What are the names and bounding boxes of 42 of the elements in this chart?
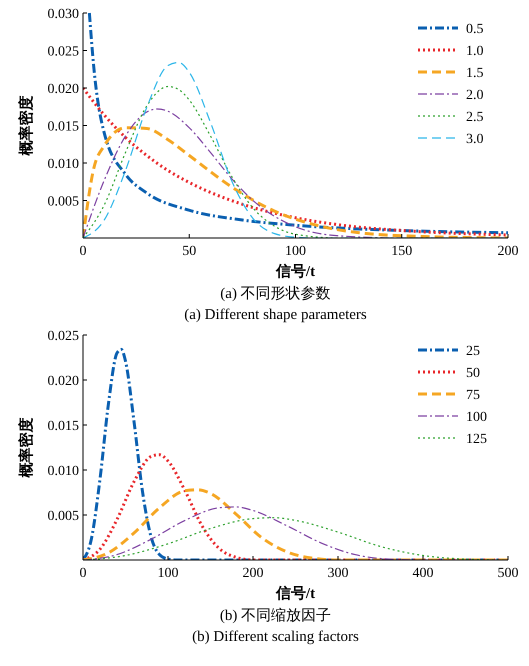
x-tick-label: 500 (498, 566, 518, 581)
legend-label: 125 (466, 432, 487, 447)
y-tick-label: 0.005 (48, 509, 79, 524)
text: (b) Different scaling factors (192, 629, 360, 645)
y-tick-label: 0.030 (48, 7, 79, 22)
legend-label: 2.0 (466, 88, 484, 103)
legend-label: 0.5 (466, 22, 484, 37)
y-tick-label: 0.005 (48, 194, 79, 210)
x-tick-label: 100 (158, 566, 178, 581)
y-tick-label: 0.015 (48, 419, 79, 434)
legend-label: 1.5 (466, 66, 484, 81)
y-tick-label: 0.025 (48, 44, 79, 60)
legend-label: 25 (466, 344, 480, 359)
text: (a) Different shape parameters (184, 307, 367, 323)
y-tick-label: 0.010 (48, 157, 79, 172)
x-tick-label: 100 (285, 244, 306, 259)
text: (a) 不同形状参数 (220, 285, 331, 302)
y-tick-label: 0.020 (48, 374, 79, 389)
y-tick-label: 0.010 (48, 464, 79, 479)
x-tick-label: 150 (391, 244, 412, 259)
y-tick-label: 0.015 (48, 120, 79, 134)
x-tick-label: 200 (498, 244, 518, 259)
legend-label: 50 (466, 366, 480, 381)
x-tick-label: 0 (80, 566, 86, 581)
legend-label: 75 (466, 388, 480, 403)
x-tick-label: 200 (242, 566, 264, 581)
x-tick-label: 0 (80, 244, 86, 259)
legend-label: 100 (466, 410, 487, 425)
y-axis-title: 概率密度 (17, 96, 35, 156)
legend-label: 2.5 (466, 110, 484, 125)
x-tick-label: 50 (182, 244, 196, 259)
x-axis-title: 信号/t (274, 585, 316, 602)
line-series (88, 12, 508, 234)
legend-label: 1.0 (466, 44, 484, 59)
x-tick-label: 400 (412, 566, 434, 581)
x-tick-label: 300 (328, 566, 348, 581)
x-axis-title: 信号/t (274, 263, 316, 280)
y-tick-label: 0.025 (48, 329, 79, 344)
y-tick-label: 0.020 (48, 82, 79, 97)
legend-label: 3.0 (466, 132, 484, 147)
y-axis-title: 概率密度 (17, 418, 35, 478)
text: (b) 不同缩放因子 (220, 607, 332, 624)
